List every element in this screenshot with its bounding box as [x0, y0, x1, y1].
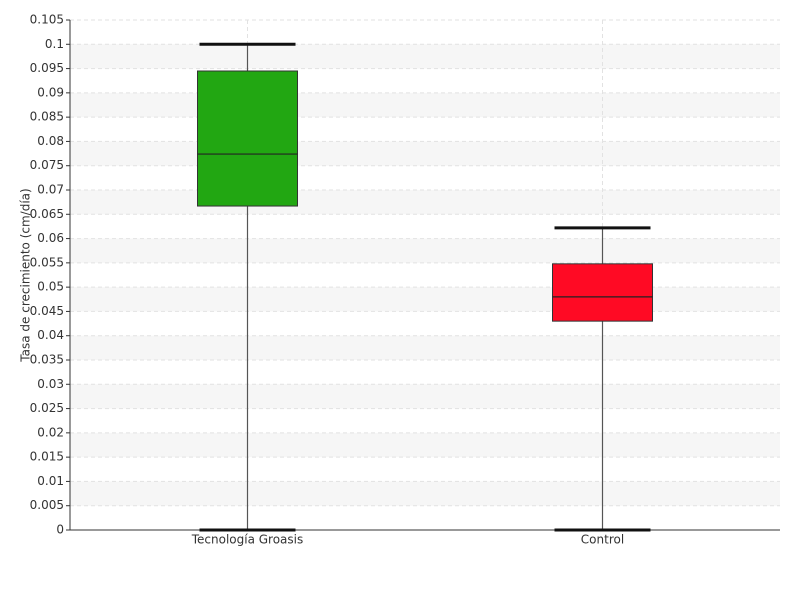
- y-tick-label: 0.04: [37, 328, 64, 342]
- x-tick-label: Tecnología Groasis: [191, 533, 304, 547]
- y-tick-label: 0: [56, 523, 64, 537]
- y-tick-label: 0.065: [30, 207, 64, 221]
- grid-band: [70, 481, 780, 506]
- x-tick-label: Control: [581, 533, 624, 547]
- grid-band: [70, 384, 780, 409]
- y-tick-label: 0.1: [45, 37, 64, 51]
- y-tick-label: 0.045: [30, 304, 64, 318]
- y-axis-label: Tasa de crecimiento (cm/día): [19, 188, 33, 362]
- y-tick-label: 0.105: [30, 13, 64, 27]
- y-tick-label: 0.095: [30, 61, 64, 75]
- grid-band: [70, 141, 780, 166]
- grid-band: [70, 238, 780, 263]
- grid-band: [70, 190, 780, 215]
- y-tick-label: 0.005: [30, 498, 64, 512]
- grid-band: [70, 432, 780, 458]
- y-tick-label: 0.02: [37, 425, 64, 439]
- y-tick-label: 0.01: [37, 474, 64, 488]
- grid-band: [70, 287, 780, 312]
- y-tick-label: 0.07: [37, 183, 64, 197]
- y-tick-label: 0.03: [37, 377, 64, 391]
- y-tick-label: 0.025: [30, 401, 64, 415]
- grid-band: [70, 44, 780, 69]
- y-tick-label: 0.055: [30, 255, 64, 269]
- box: [552, 263, 653, 322]
- y-tick-label: 0.085: [30, 110, 64, 124]
- y-tick-label: 0.035: [30, 353, 64, 367]
- y-tick-label: 0.08: [37, 134, 64, 148]
- grid-band: [70, 335, 780, 360]
- y-tick-label: 0.06: [37, 231, 64, 245]
- y-tick-label: 0.09: [37, 85, 64, 99]
- y-tick-label: 0.075: [30, 158, 64, 172]
- y-tick-label: 0.015: [30, 450, 64, 464]
- y-tick-label: 0.05: [37, 280, 64, 294]
- box: [197, 70, 298, 207]
- grid-band: [70, 92, 780, 118]
